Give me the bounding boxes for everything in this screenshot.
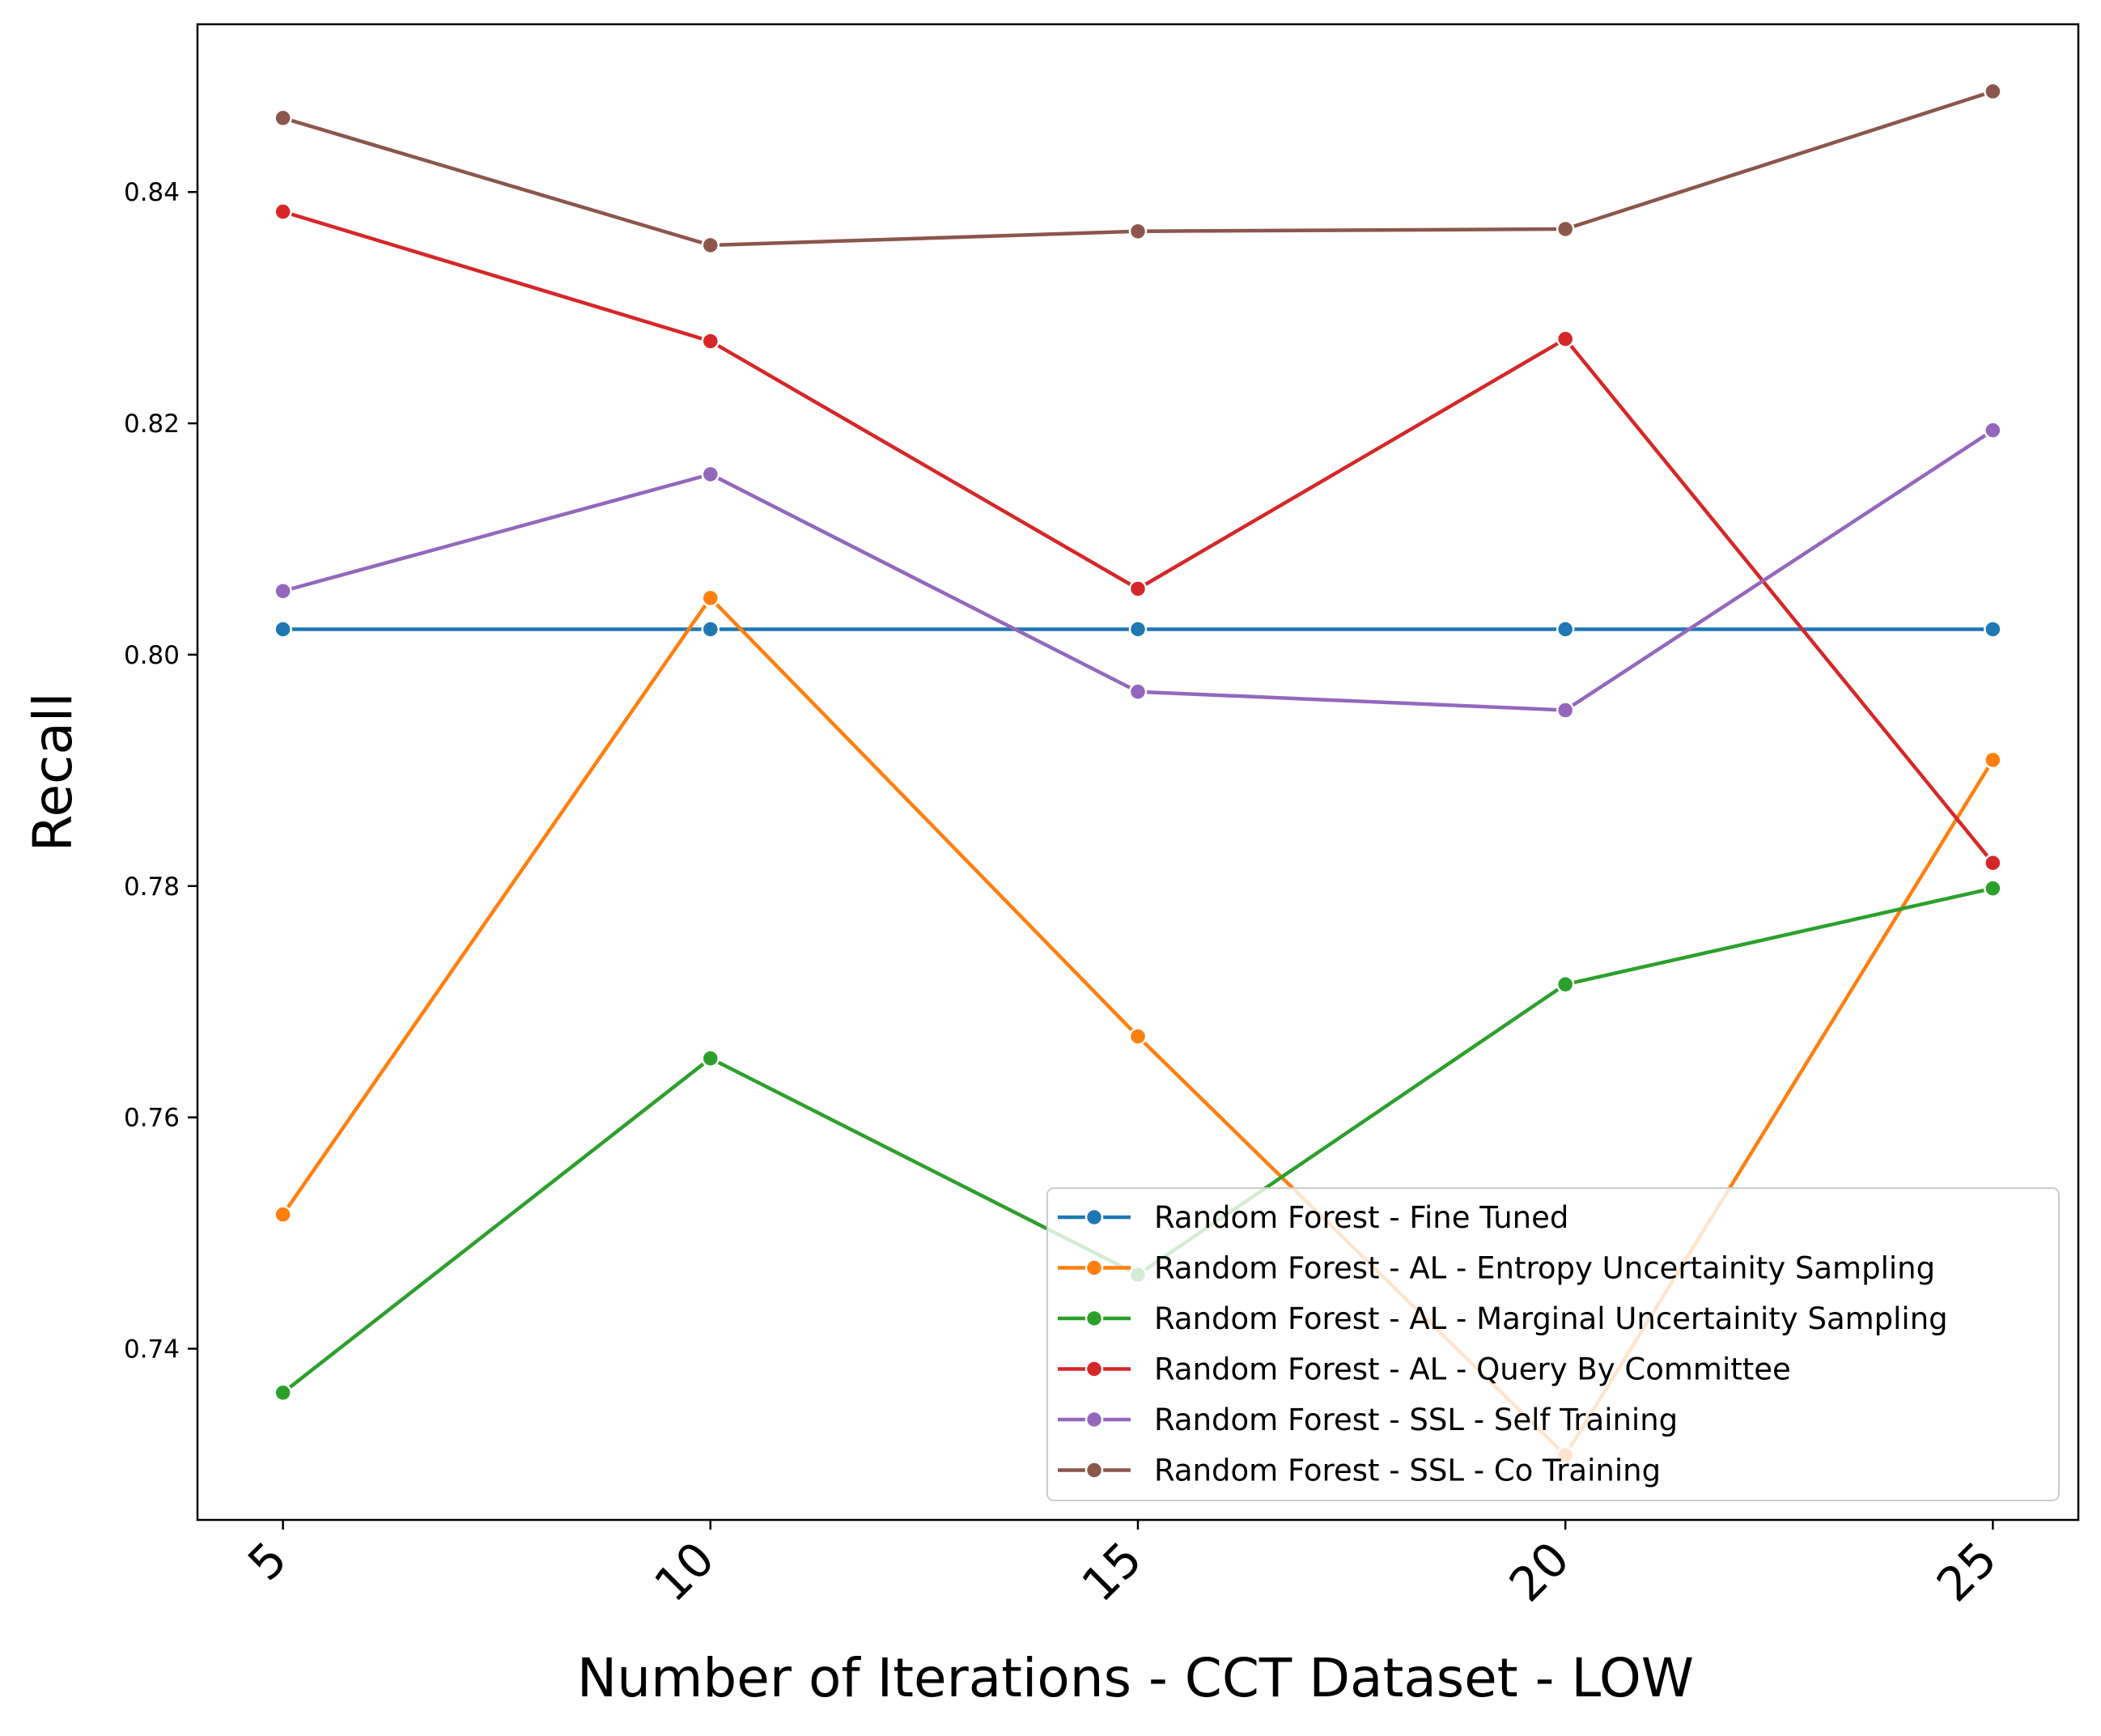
series-1 (274, 620, 2002, 639)
legend-entry: Random Forest - SSL - Co Training (1058, 1454, 1661, 1488)
legend-entry: Random Forest - AL - Query By Committee (1058, 1352, 1791, 1387)
data-point (1128, 579, 1148, 598)
legend-marker (1084, 1309, 1104, 1328)
series-6 (274, 82, 2002, 255)
legend-entry: Random Forest - AL - Marginal Uncertaini… (1058, 1301, 1948, 1336)
legend-box (1046, 1187, 2060, 1501)
data-point (274, 582, 292, 601)
data-point (701, 236, 720, 255)
legend-marker (1084, 1461, 1104, 1479)
data-point (1556, 975, 1575, 994)
data-point (274, 1205, 292, 1224)
data-point (1556, 701, 1575, 719)
data-point (701, 588, 720, 608)
legend-label: Random Forest - Fine Tuned (1154, 1200, 1568, 1235)
data-point (701, 620, 720, 639)
data-point (1128, 222, 1148, 241)
legend-marker (1084, 1360, 1104, 1378)
data-point (274, 108, 292, 128)
data-point (1984, 853, 2002, 872)
y-tick-label: 0.76 (124, 1104, 180, 1133)
y-tick-label: 0.82 (124, 410, 180, 439)
legend-entry: Random Forest - AL - Entropy Uncertainit… (1058, 1251, 1935, 1286)
data-point (701, 465, 720, 484)
legend-label: Random Forest - SSL - Self Training (1154, 1403, 1678, 1437)
legend-entry: Random Forest - Fine Tuned (1058, 1200, 1568, 1235)
data-point (701, 332, 720, 350)
y-axis-title: Recall (22, 693, 84, 852)
legend-marker (1084, 1208, 1104, 1227)
series-5 (274, 421, 2002, 719)
legend-label: Random Forest - SSL - Co Training (1154, 1454, 1661, 1488)
data-point (701, 1049, 720, 1067)
data-point (274, 202, 292, 221)
data-point (274, 1383, 292, 1403)
legend: Random Forest - Fine Tuned Random Forest … (1046, 1187, 2060, 1501)
y-tick-label: 0.84 (124, 178, 180, 207)
data-point (274, 620, 292, 639)
y-tick-label: 0.80 (124, 641, 180, 670)
legend-label: Random Forest - AL - Entropy Uncertainit… (1154, 1251, 1935, 1286)
y-axis: 0.74 0.76 0.78 0.80 0.82 0.84 (124, 178, 197, 1364)
legend-label: Random Forest - AL - Marginal Uncertaini… (1154, 1301, 1948, 1336)
data-point (1556, 329, 1575, 349)
series-4 (274, 202, 2002, 872)
data-point (1128, 620, 1148, 639)
data-point (1128, 1027, 1148, 1046)
data-point (1984, 620, 2002, 639)
legend-marker (1084, 1258, 1104, 1277)
y-tick-label: 0.78 (124, 872, 180, 902)
data-point (1556, 219, 1575, 239)
legend-marker (1084, 1410, 1104, 1429)
legend-label: Random Forest - AL - Query By Committee (1154, 1352, 1791, 1387)
data-point (1128, 682, 1148, 701)
data-point (1556, 620, 1575, 639)
y-tick-label: 0.74 (124, 1335, 180, 1364)
data-point (1984, 750, 2002, 770)
data-point (1984, 879, 2002, 898)
legend-entry: Random Forest - SSL - Self Training (1058, 1403, 1678, 1437)
data-point (1984, 82, 2002, 101)
data-point (1984, 421, 2002, 439)
x-axis-title: Number of Iterations - CCT Dataset - LOW (577, 1647, 1694, 1709)
